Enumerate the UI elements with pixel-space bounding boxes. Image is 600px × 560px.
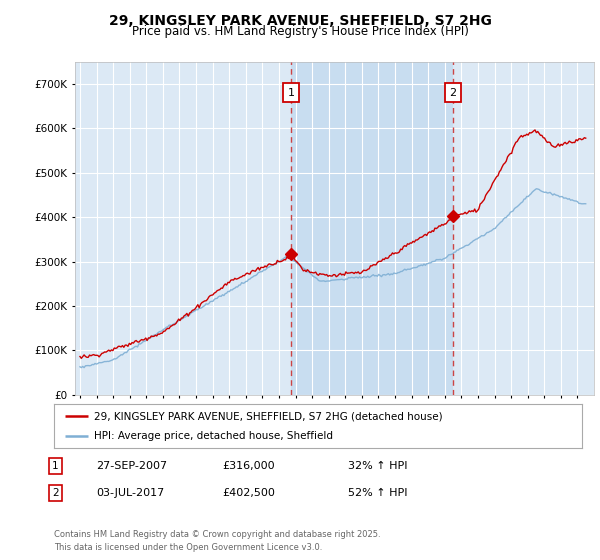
Text: 32% ↑ HPI: 32% ↑ HPI [348, 461, 407, 471]
Text: 03-JUL-2017: 03-JUL-2017 [96, 488, 164, 498]
Text: 1: 1 [52, 461, 59, 471]
Text: 29, KINGSLEY PARK AVENUE, SHEFFIELD, S7 2HG (detached house): 29, KINGSLEY PARK AVENUE, SHEFFIELD, S7 … [94, 411, 442, 421]
Text: 2: 2 [449, 88, 457, 97]
Bar [292, 62, 453, 395]
Text: 1: 1 [288, 88, 295, 97]
Text: 2: 2 [52, 488, 59, 498]
Text: Contains HM Land Registry data © Crown copyright and database right 2025.
This d: Contains HM Land Registry data © Crown c… [54, 530, 380, 552]
Text: Price paid vs. HM Land Registry's House Price Index (HPI): Price paid vs. HM Land Registry's House … [131, 25, 469, 38]
Text: 52% ↑ HPI: 52% ↑ HPI [348, 488, 407, 498]
Text: 29, KINGSLEY PARK AVENUE, SHEFFIELD, S7 2HG: 29, KINGSLEY PARK AVENUE, SHEFFIELD, S7 … [109, 14, 491, 28]
Text: HPI: Average price, detached house, Sheffield: HPI: Average price, detached house, Shef… [94, 431, 332, 441]
Text: £402,500: £402,500 [222, 488, 275, 498]
Text: 27-SEP-2007: 27-SEP-2007 [96, 461, 167, 471]
Text: £316,000: £316,000 [222, 461, 275, 471]
